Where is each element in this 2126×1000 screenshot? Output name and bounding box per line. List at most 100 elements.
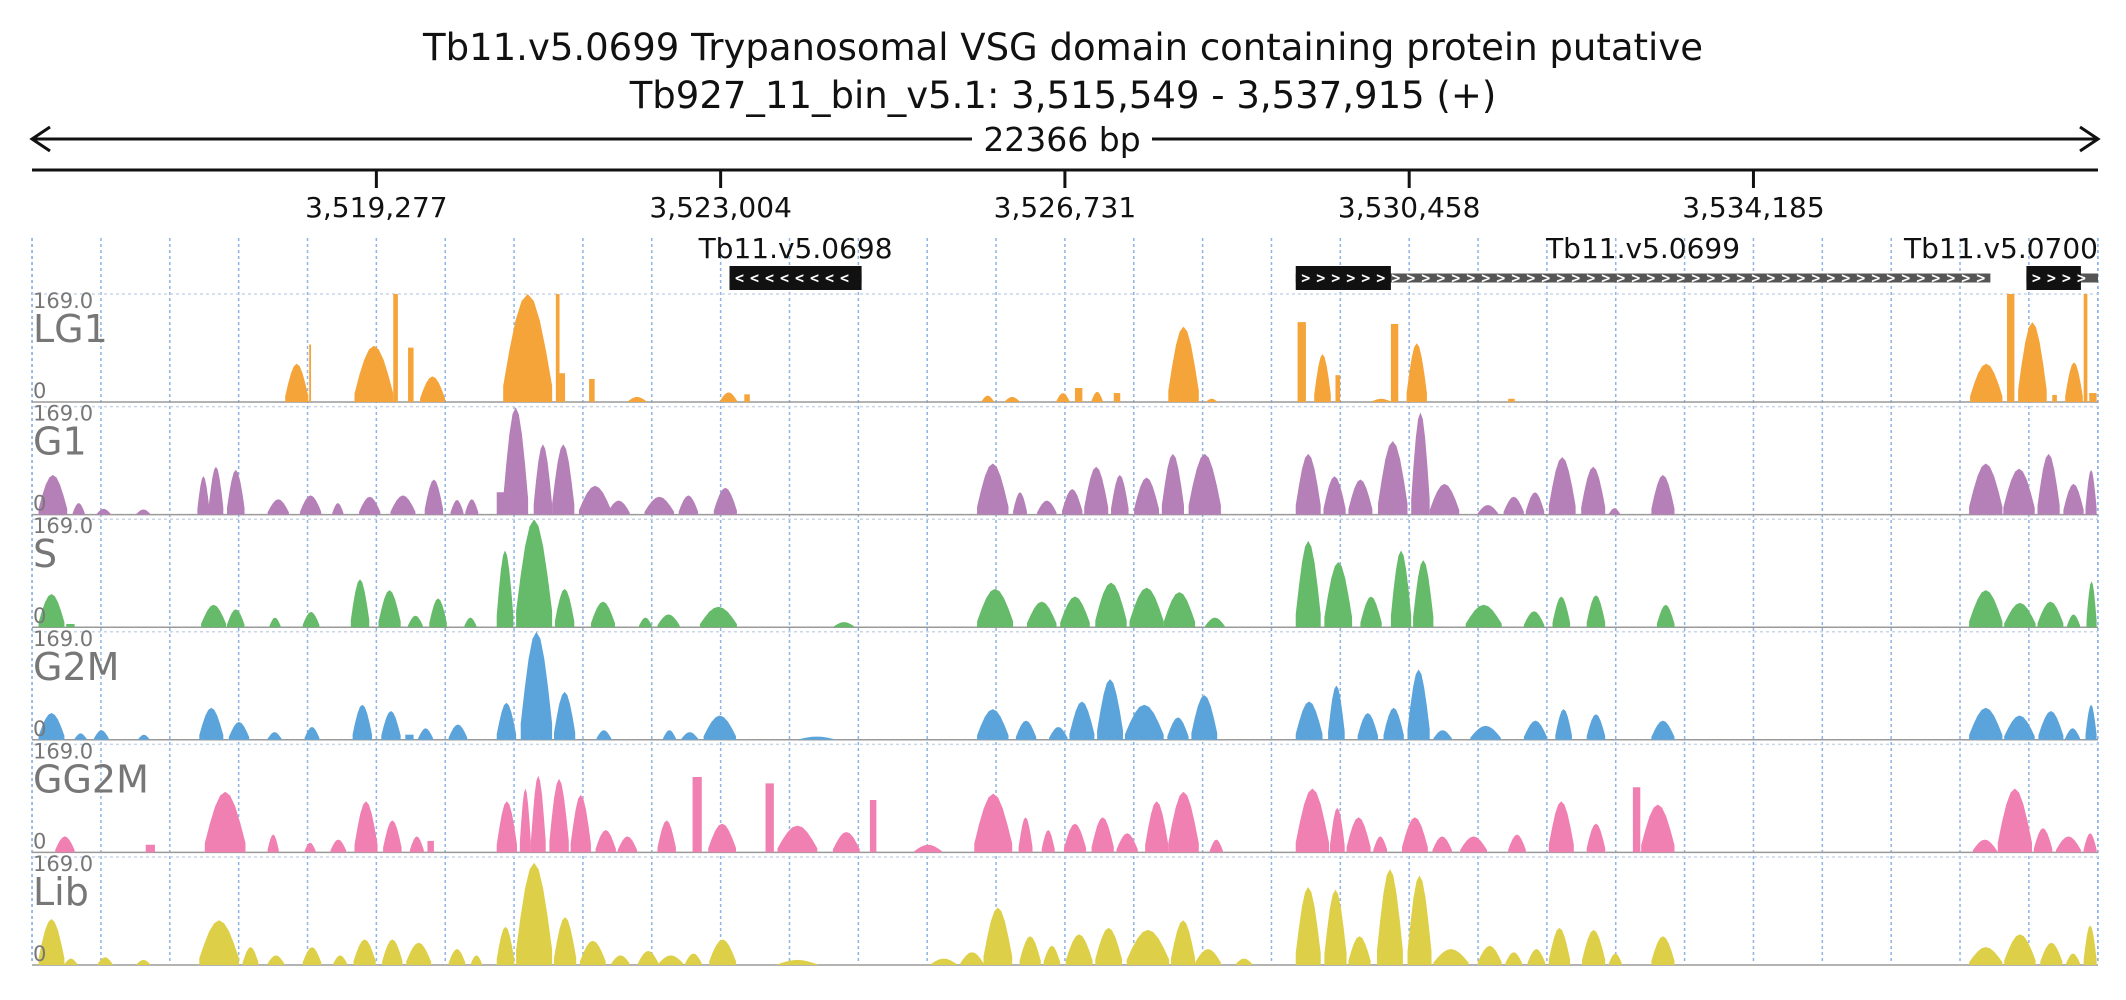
coverage-peak [1168, 791, 1199, 853]
strand-chevron: > [1676, 269, 1685, 287]
coverage-peak [1095, 582, 1127, 628]
coverage-peak [1329, 807, 1345, 853]
coverage-peak [1525, 492, 1545, 515]
gene-label: Tb11.v5.0698 [698, 232, 893, 265]
coverage-peak [519, 788, 531, 853]
coverage-peak [708, 823, 736, 853]
coverage-peak [201, 604, 227, 628]
coverage-peak [1371, 398, 1391, 402]
track-g1: 169.0 0 G1 [32, 402, 2098, 516]
gene-annotation-track: < < < < < < < <Tb11.v5.0698> > > > > > > > > > > > > > > > > > > >… [698, 232, 2098, 290]
strand-chevron: > [1421, 269, 1430, 287]
coverage-peak [496, 492, 505, 515]
strand-chevron: > [1511, 269, 1520, 287]
strand-chevron: > [1466, 269, 1475, 287]
coverage-peak [496, 550, 514, 628]
coverage-peak [1113, 393, 1121, 402]
strand-chevron: < [795, 269, 804, 287]
coverage-peak [1656, 604, 1675, 628]
coverage-peak [136, 509, 151, 515]
span-arrow-left-head [29, 125, 51, 153]
coverage-peak [382, 939, 403, 965]
coverage-peak [424, 479, 444, 515]
coverage-peak [267, 955, 285, 965]
coverage-peak [981, 395, 994, 402]
track-g2m: 169.0 0 G2M [32, 627, 2098, 741]
chart-title: Tb11.v5.0699 Trypanosomal VSG domain con… [422, 26, 1703, 69]
coverage-peak [1129, 587, 1164, 628]
strand-chevron: > [1961, 269, 1970, 287]
track-ymax-label: 169.0 [33, 627, 93, 651]
coverage-peak [765, 783, 774, 853]
coverage-peak [359, 496, 381, 515]
strand-chevron: > [1766, 269, 1775, 287]
strand-chevron: > [1526, 269, 1535, 287]
coverage-peak [1969, 590, 2003, 628]
strand-chevron: > [1781, 269, 1790, 287]
coverage-peak [352, 704, 373, 740]
coverage-peak [1477, 505, 1499, 515]
coverage-peak [1063, 823, 1087, 853]
strand-chevron: > [1826, 269, 1835, 287]
strand-chevron: > [1451, 269, 1460, 287]
coverage-peak [1314, 354, 1331, 402]
coverage-peak [405, 734, 414, 740]
coverage-peak [1062, 489, 1083, 515]
x-axis-ticks: 3,519,277 3,523,004 3,526,731 3,530,458 3,53… [305, 170, 1825, 224]
coverage-peak [66, 624, 75, 628]
coverage-peak [138, 734, 150, 740]
coverage-peak [1091, 391, 1103, 402]
coverage-peak [869, 799, 877, 853]
coverage-peak [1324, 562, 1353, 628]
coverage-peak [1632, 787, 1641, 853]
coverage-peak [1049, 727, 1068, 740]
strand-chevron: > [2032, 269, 2041, 287]
coverage-peak [1084, 466, 1109, 515]
coverage-peak [1124, 704, 1164, 740]
coverage-peak [204, 791, 246, 853]
coverage-peak [2038, 711, 2064, 740]
coverage-peak [777, 825, 818, 853]
span-indicator: 22366 bp [29, 120, 2101, 159]
coverage-peak [2083, 833, 2097, 853]
coverage-peak [553, 917, 577, 965]
strand-chevron: > [1436, 269, 1445, 287]
strand-chevron: > [2062, 269, 2071, 287]
coverage-peak [657, 614, 680, 628]
strand-chevron: < [825, 269, 834, 287]
coverage-peak [1041, 830, 1055, 853]
track-name-label: LG1 [33, 307, 108, 351]
coverage-peak [1167, 717, 1189, 740]
coverage-peak [1548, 457, 1576, 515]
coverage-peak [1651, 720, 1675, 740]
coverage-peak [1069, 701, 1095, 740]
coverage-peak [1206, 398, 1218, 402]
strand-chevron: < [840, 269, 849, 287]
coverage-peak [520, 631, 553, 740]
coverage-peak [1383, 707, 1404, 740]
coverage-peak [1357, 713, 1378, 740]
track-name-label: G2M [33, 645, 119, 689]
coverage-peak [420, 376, 445, 402]
track-ymin-label: 0 [33, 379, 46, 403]
coverage-peak [1209, 839, 1223, 853]
coverage-peak [1161, 453, 1184, 515]
strand-chevron: > [1691, 269, 1700, 287]
coverage-peak [1335, 375, 1341, 402]
coverage-peak [145, 844, 155, 853]
coverage-peak [427, 840, 434, 853]
coverage-peak [1508, 834, 1526, 853]
coverage-peak [448, 724, 468, 740]
coverage-peak [1523, 720, 1547, 740]
coverage-peak [1348, 479, 1373, 515]
coverage-peak [1295, 788, 1330, 853]
coverage-peak [1433, 730, 1452, 740]
coverage-peak [38, 594, 65, 628]
coverage-peak [199, 920, 240, 965]
coverage-peak [429, 598, 447, 628]
track-ymin-label: 0 [33, 942, 46, 966]
coverage-peak [1168, 326, 1199, 402]
coverage-peak [638, 950, 659, 965]
strand-chevron: > [1976, 269, 1985, 287]
